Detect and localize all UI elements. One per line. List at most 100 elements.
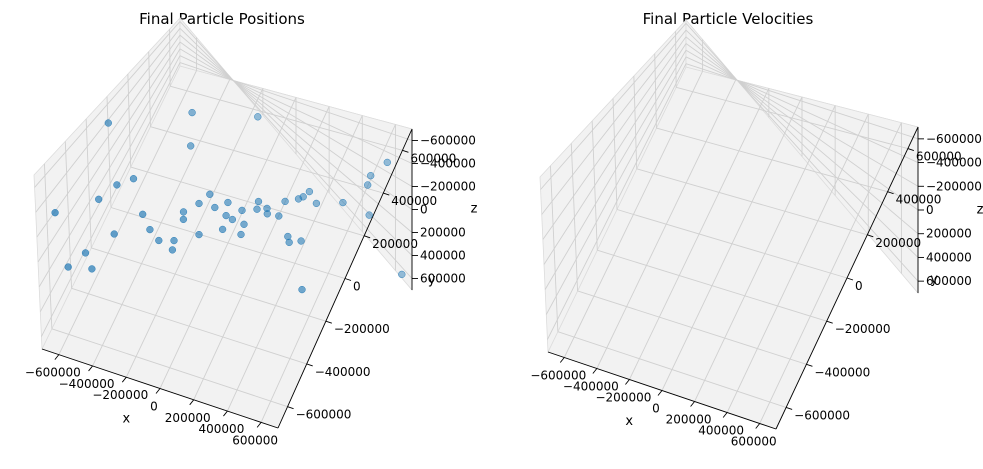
z-tick-labels: −600000 −400000 −200000 0 200000 400000 600000 bbox=[918, 132, 982, 288]
z-tick-label: −400000 bbox=[926, 156, 982, 170]
data-point bbox=[206, 190, 214, 198]
data-point bbox=[275, 212, 283, 220]
data-point bbox=[240, 220, 248, 228]
y-tick-label: −600000 bbox=[296, 408, 352, 422]
data-point bbox=[188, 108, 196, 117]
x-tick-label: −600000 bbox=[530, 369, 586, 383]
data-point bbox=[211, 203, 219, 212]
data-point bbox=[305, 187, 314, 196]
z-tick-label: −200000 bbox=[420, 180, 476, 194]
data-point bbox=[297, 237, 305, 245]
z-tick-label: 600000 bbox=[420, 272, 466, 286]
y-tick-labels: −600000 −400000 −200000 0 200000 400000 600000 bbox=[287, 149, 456, 422]
x-tick-label: 400000 bbox=[199, 422, 245, 436]
x-tick-label: 400000 bbox=[698, 424, 744, 438]
z-tick-label: 600000 bbox=[926, 274, 972, 288]
y-tick-label: 200000 bbox=[875, 236, 921, 250]
data-point bbox=[113, 181, 121, 189]
data-point bbox=[64, 263, 72, 271]
y-tick-label: 600000 bbox=[410, 151, 456, 165]
z-axis-label: z bbox=[977, 202, 983, 217]
positions-plot: Final Particle Positions −600000 −400000 −2… bbox=[25, 10, 478, 447]
data-point bbox=[254, 197, 263, 206]
data-point bbox=[224, 198, 232, 207]
data-point bbox=[254, 113, 262, 121]
z-tick-label: 400000 bbox=[926, 250, 972, 264]
x-tick-label: −200000 bbox=[595, 391, 651, 405]
data-point bbox=[364, 181, 372, 189]
x-tick-label: −200000 bbox=[92, 388, 148, 402]
data-point bbox=[284, 232, 292, 241]
z-tick-label: −600000 bbox=[420, 134, 476, 148]
gridlines bbox=[34, 21, 413, 423]
data-point bbox=[253, 205, 261, 213]
data-point bbox=[218, 225, 227, 234]
y-tick-label: 0 bbox=[353, 280, 361, 294]
y-tick-label: −200000 bbox=[835, 322, 891, 336]
data-point bbox=[110, 230, 118, 238]
z-tick-label: −400000 bbox=[420, 157, 476, 171]
x-axis-label: x bbox=[625, 414, 633, 429]
chart-title: Final Particle Velocities bbox=[643, 10, 814, 28]
z-tick-label: 0 bbox=[926, 203, 934, 217]
y-tick-label: 600000 bbox=[916, 150, 962, 164]
z-tick-label: 200000 bbox=[926, 227, 972, 241]
y-tick-label: 400000 bbox=[896, 193, 942, 207]
gridlines bbox=[540, 23, 919, 424]
x-tick-label: 0 bbox=[150, 400, 158, 414]
y-tick-label: 400000 bbox=[391, 194, 437, 208]
data-point bbox=[170, 236, 178, 245]
scatter-points bbox=[51, 108, 406, 294]
data-point bbox=[263, 210, 271, 218]
y-tick-label: −400000 bbox=[814, 365, 870, 379]
data-point bbox=[195, 230, 203, 239]
data-point bbox=[367, 172, 375, 180]
data-point bbox=[179, 215, 188, 224]
data-point bbox=[365, 211, 373, 219]
data-point bbox=[129, 175, 138, 183]
y-tick-label: −400000 bbox=[315, 365, 371, 379]
data-point bbox=[104, 119, 112, 127]
z-axis-label: z bbox=[471, 202, 478, 217]
data-point bbox=[222, 211, 230, 220]
data-point bbox=[228, 215, 237, 224]
y-tick-label: −200000 bbox=[334, 322, 390, 336]
y-tick-label: 0 bbox=[855, 279, 863, 293]
data-point bbox=[312, 199, 321, 208]
data-point bbox=[195, 199, 203, 208]
z-tick-label: −200000 bbox=[926, 179, 982, 193]
z-tick-label: 200000 bbox=[420, 226, 466, 240]
x-tick-label: 600000 bbox=[232, 433, 278, 447]
x-tick-label: −400000 bbox=[563, 380, 619, 394]
data-point bbox=[298, 285, 306, 294]
x-tick-label: 200000 bbox=[666, 413, 712, 427]
data-point bbox=[281, 197, 289, 206]
data-point bbox=[51, 209, 59, 217]
z-tick-label: 400000 bbox=[420, 249, 466, 263]
data-point bbox=[294, 195, 303, 203]
y-tick-labels: −600000 −400000 −200000 0 200000 400000 600000 bbox=[786, 148, 962, 422]
data-point bbox=[383, 158, 391, 167]
x-tick-label: −600000 bbox=[25, 366, 81, 380]
data-point bbox=[168, 246, 177, 254]
x-tick-label: 200000 bbox=[165, 411, 211, 425]
x-axis-label: x bbox=[123, 412, 131, 427]
data-point bbox=[285, 238, 293, 247]
data-point bbox=[238, 206, 246, 215]
data-point bbox=[398, 270, 406, 279]
chart-title: Final Particle Positions bbox=[139, 10, 305, 28]
data-point bbox=[155, 236, 163, 245]
z-tick-label: −600000 bbox=[926, 132, 982, 146]
data-point bbox=[146, 225, 154, 234]
data-point bbox=[88, 265, 96, 273]
z-tick-labels: −600000 −400000 −200000 0 200000 400000 600000 bbox=[412, 134, 476, 286]
data-point bbox=[95, 195, 103, 203]
velocities-plot: Final Particle Velocities−600000−400000−… bbox=[530, 10, 983, 449]
x-tick-label: 600000 bbox=[731, 435, 777, 449]
data-point bbox=[139, 210, 147, 218]
x-tick-label: 0 bbox=[652, 402, 660, 416]
z-tick-label: 0 bbox=[420, 203, 428, 217]
